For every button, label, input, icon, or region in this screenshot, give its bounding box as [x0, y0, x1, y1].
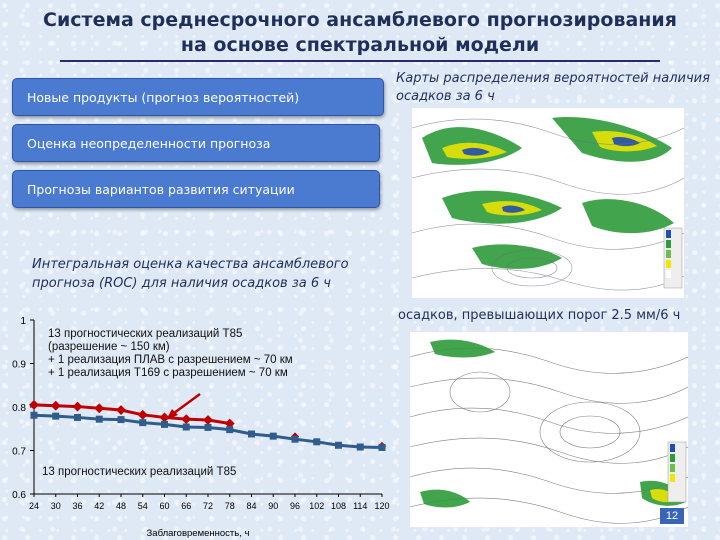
- x-tick-label: 78: [225, 501, 235, 511]
- maps-caption: Карты распределения вероятностей наличия…: [396, 71, 710, 104]
- x-tick-label: 96: [290, 501, 300, 511]
- button-new-products[interactable]: Новые продукты (прогноз вероятностей): [12, 78, 384, 116]
- annotation-line: + 1 реализация Т169 с разрешением ~ 70 к…: [48, 367, 288, 379]
- x-tick-label: 90: [268, 501, 278, 511]
- data-point: [226, 426, 234, 434]
- data-point: [29, 399, 39, 410]
- series-line-red: [33, 403, 230, 426]
- x-tick-label: 84: [246, 501, 256, 511]
- data-point: [182, 423, 190, 431]
- x-tick-label: 108: [331, 501, 346, 511]
- x-tick-label: 48: [116, 501, 126, 511]
- data-point: [74, 413, 81, 421]
- data-point: [50, 400, 61, 411]
- map2-legend: [667, 441, 687, 503]
- map2-caption: осадков, превышающих порог 2.5 мм/6 ч: [398, 308, 681, 323]
- data-point: [378, 443, 386, 451]
- y-tick-label: 0.8: [12, 403, 26, 414]
- x-tick-label: 60: [159, 501, 169, 511]
- x-tick-label: 120: [374, 501, 389, 511]
- data-point: [181, 414, 192, 425]
- data-point: [72, 401, 83, 412]
- data-point: [117, 416, 125, 424]
- button-scenarios[interactable]: Прогнозы вариантов развития ситуации: [12, 170, 380, 208]
- x-tick-label: 36: [72, 501, 82, 511]
- x-axis-label: Заблаговременность, ч: [147, 528, 250, 539]
- annotation-line: + 1 реализация ПЛАВ с разрешением ~ 70 к…: [48, 354, 293, 366]
- data-point: [204, 423, 212, 431]
- roc-chart-title: Интегральная оценка качества ансамблевог…: [32, 257, 349, 291]
- data-point: [159, 412, 170, 423]
- x-tick-label: 30: [51, 501, 61, 511]
- y-tick-label: 1: [20, 316, 26, 327]
- data-point: [95, 415, 103, 423]
- roc-chart: 0.6 0.7 0.8 0.9 1 24 30 36 42 48 54 60 66 72 78 84 90 96 1…: [12, 316, 389, 539]
- y-tick-label: 0.9: [12, 360, 26, 371]
- data-point: [139, 419, 147, 427]
- y-tick-label: 0.7: [12, 447, 26, 458]
- precip-threshold-map: [410, 332, 688, 527]
- data-point: [203, 415, 213, 425]
- annotation-arrowhead: [166, 409, 178, 420]
- data-point: [335, 441, 342, 449]
- precip-probability-map: [412, 108, 684, 298]
- x-tick-label: 114: [353, 501, 367, 511]
- button-uncertainty[interactable]: Оценка неопределенности прогноза: [12, 124, 380, 162]
- data-point: [161, 420, 168, 428]
- y-tick-label: 0.6: [12, 490, 26, 501]
- x-tick-label: 72: [203, 501, 213, 511]
- data-point: [94, 403, 105, 414]
- data-point: [313, 438, 321, 446]
- x-tick-label: 54: [138, 501, 148, 511]
- data-point: [224, 418, 235, 429]
- annotation-blue: 13 прогностических реализаций Т85: [42, 466, 236, 478]
- x-tick-label: 42: [94, 501, 104, 511]
- data-point: [291, 435, 299, 443]
- data-point: [137, 409, 148, 420]
- title-underline: [60, 60, 660, 62]
- slide-title: Система среднесрочного ансамблевого прог…: [43, 9, 677, 56]
- data-point: [52, 412, 60, 420]
- data-point: [356, 443, 364, 451]
- data-point: [116, 405, 126, 415]
- map-legend: [663, 227, 683, 289]
- annotation-line: (разрешение ~ 150 км): [48, 341, 170, 353]
- x-tick-label: 102: [309, 501, 324, 511]
- x-tick-label: 24: [29, 501, 39, 511]
- data-point: [30, 411, 38, 419]
- x-tick-label: 66: [181, 501, 191, 511]
- page-number: 12: [660, 508, 684, 524]
- data-point: [269, 432, 277, 440]
- annotation-line: 13 прогностических реализаций Т85: [48, 328, 242, 340]
- data-point: [248, 430, 255, 438]
